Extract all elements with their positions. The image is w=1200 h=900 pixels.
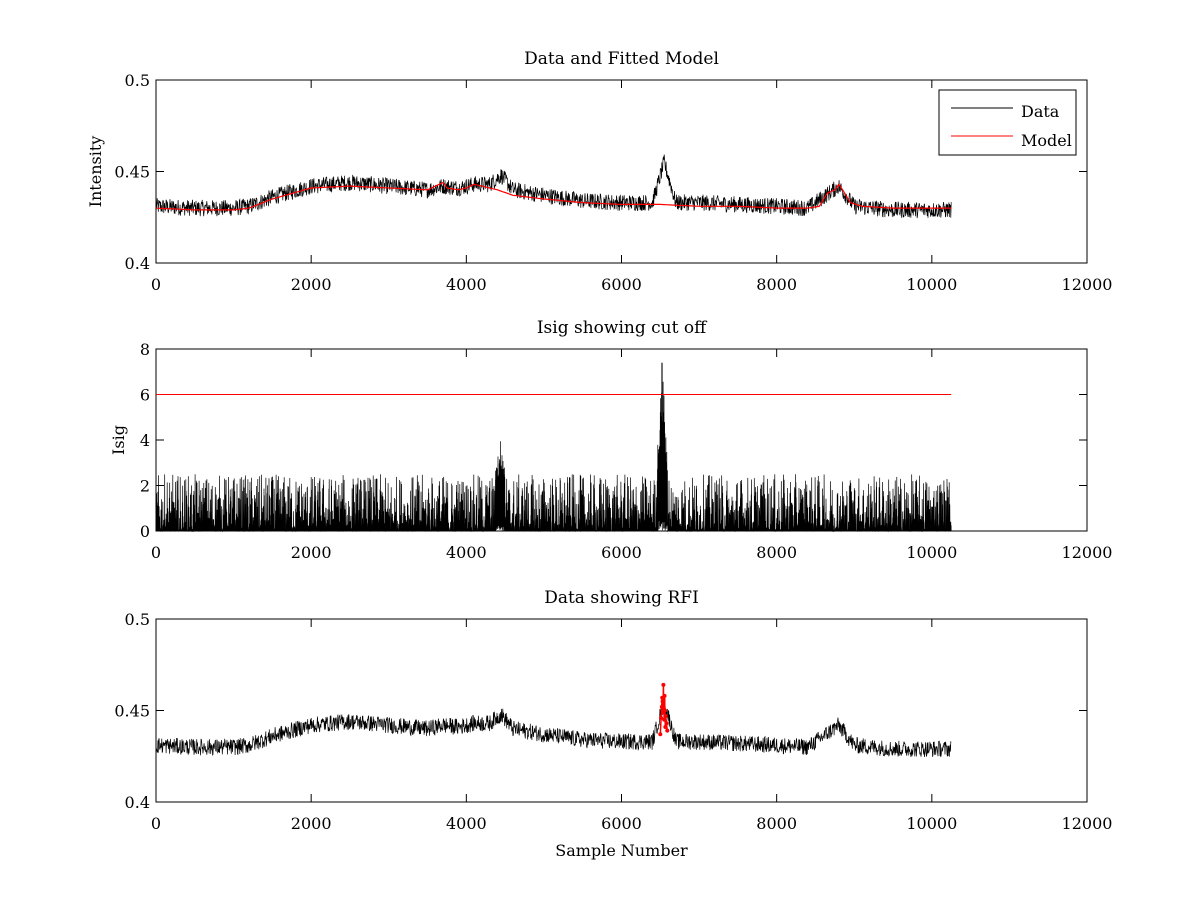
rfi-point xyxy=(661,682,666,687)
y-tick-label: 4 xyxy=(140,431,150,450)
rfi-point xyxy=(662,693,667,698)
legend-label-model: Model xyxy=(1021,131,1072,150)
y-axis-label: Intensity xyxy=(86,136,105,208)
y-tick-label: 0.4 xyxy=(125,254,150,273)
chart-title: Data showing RFI xyxy=(544,588,699,608)
x-tick-label: 10000 xyxy=(906,814,957,833)
rfi-point xyxy=(662,708,667,713)
x-tick-label: 12000 xyxy=(1062,275,1113,294)
axes-frame xyxy=(155,618,1088,803)
legend-label-data: Data xyxy=(1021,102,1060,121)
x-tick-label: 10000 xyxy=(906,543,957,562)
chart-title: Isig showing cut off xyxy=(537,318,708,338)
rfi-point xyxy=(662,717,667,722)
x-tick-label: 0 xyxy=(151,543,161,562)
rfi-point xyxy=(658,732,663,737)
series-data-line xyxy=(155,695,952,758)
rfi-point xyxy=(665,728,670,733)
x-tick-label: 4000 xyxy=(446,814,487,833)
y-tick-label: 0.5 xyxy=(125,610,150,629)
y-axis-label: Isig xyxy=(109,425,128,455)
rfi-point xyxy=(660,699,665,704)
x-tick-label: 8000 xyxy=(756,814,797,833)
series-model-line xyxy=(155,181,952,211)
rfi-point xyxy=(663,713,668,718)
y-tick-label: 0.5 xyxy=(125,71,150,90)
series-isig-line xyxy=(155,362,952,533)
series-data-line xyxy=(155,154,952,219)
x-tick-label: 2000 xyxy=(291,814,332,833)
x-tick-label: 6000 xyxy=(601,275,642,294)
y-tick-label: 0.45 xyxy=(114,702,150,721)
legend-box xyxy=(938,89,1077,156)
x-tick-label: 8000 xyxy=(756,543,797,562)
y-tick-label: 0 xyxy=(140,522,150,541)
y-tick-label: 8 xyxy=(140,340,150,359)
x-tick-label: 2000 xyxy=(291,275,332,294)
axes-frame xyxy=(155,79,1088,264)
x-axis-label: Sample Number xyxy=(555,841,688,860)
rfi-point xyxy=(659,715,664,720)
y-tick-label: 2 xyxy=(140,477,150,496)
x-tick-label: 12000 xyxy=(1062,814,1113,833)
y-tick-label: 0.45 xyxy=(114,163,150,182)
rfi-point xyxy=(664,721,669,726)
x-tick-label: 0 xyxy=(151,814,161,833)
y-tick-label: 6 xyxy=(140,386,150,405)
x-tick-label: 2000 xyxy=(291,543,332,562)
x-tick-label: 4000 xyxy=(446,543,487,562)
chart-panel-1: 0 2000 4000 6000 8000 10000 12000 0.4 0.45 0.5 Dat… xyxy=(86,49,1112,294)
x-tick-label: 12000 xyxy=(1062,543,1113,562)
legend: Data Model xyxy=(938,89,1077,156)
y-tick-label: 0.4 xyxy=(125,793,150,812)
x-tick-label: 8000 xyxy=(756,275,797,294)
x-tick-label: 4000 xyxy=(446,275,487,294)
x-tick-label: 10000 xyxy=(906,275,957,294)
chart-title: Data and Fitted Model xyxy=(524,49,719,69)
x-tick-label: 6000 xyxy=(601,543,642,562)
x-tick-label: 0 xyxy=(151,275,161,294)
x-tick-label: 6000 xyxy=(601,814,642,833)
chart-panel-3: 0 2000 4000 6000 8000 10000 12000 0.4 0.45 0.5 Dat… xyxy=(114,588,1112,860)
rfi-point xyxy=(663,724,668,729)
chart-panel-2: 0 2000 4000 6000 8000 10000 12000 0 2 4 6 8 Isig sho… xyxy=(109,318,1112,562)
